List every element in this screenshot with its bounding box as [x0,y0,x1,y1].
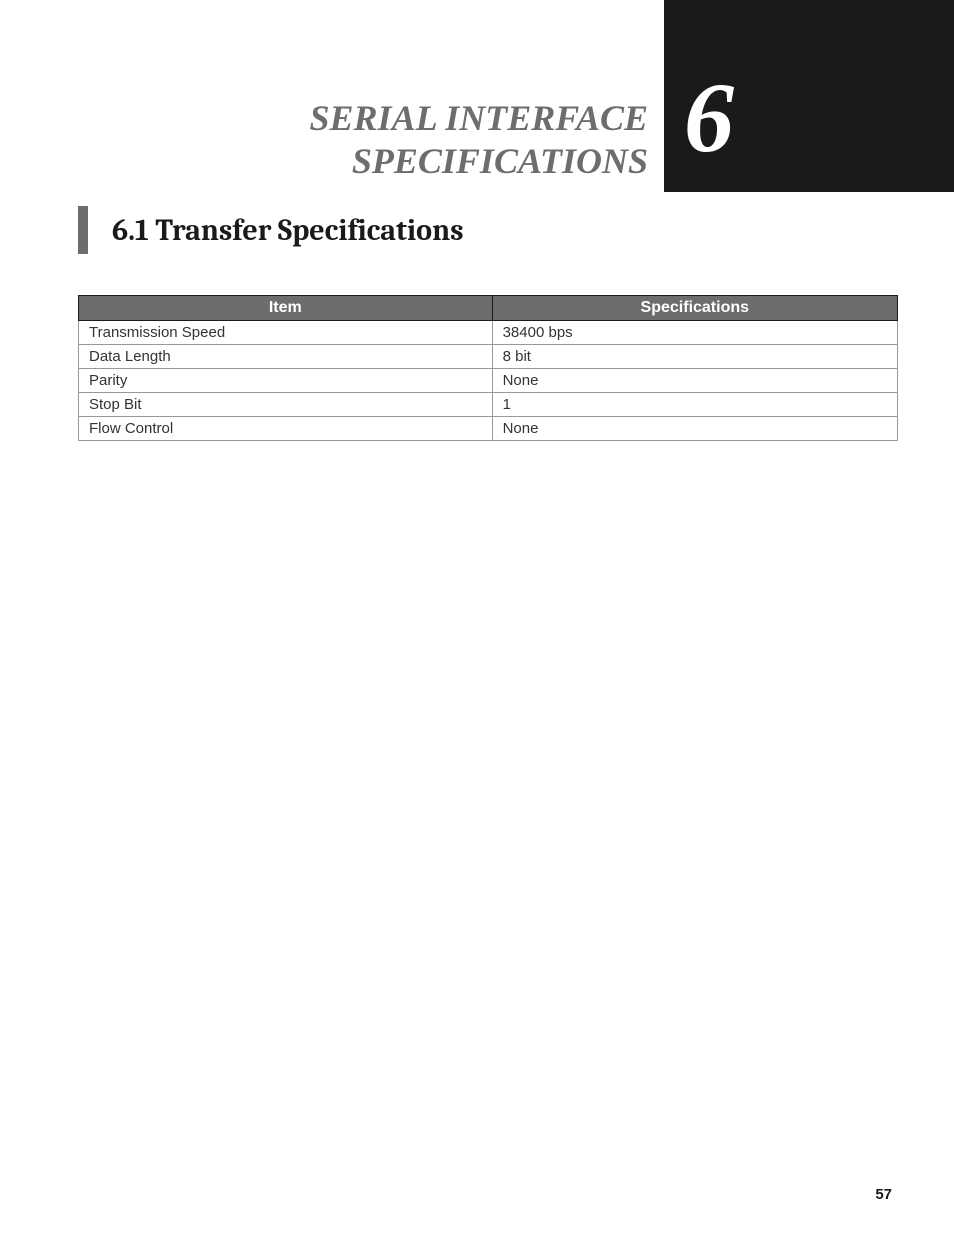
table-cell: Data Length [79,345,493,369]
table-header-item: Item [79,296,493,321]
table-header-row: Item Specifications [79,296,898,321]
section-accent-bar [78,206,88,254]
table-cell: 1 [492,393,897,417]
table-cell: None [492,417,897,441]
table-row: Stop Bit 1 [79,393,898,417]
table-cell: 38400 bps [492,321,897,345]
chapter-number: 6 [684,68,734,168]
table-cell: Flow Control [79,417,493,441]
chapter-title-line-1: SERIAL INTERFACE [310,97,648,140]
section-heading: 6.1 Transfer Specifications [112,213,464,248]
table-cell: 8 bit [492,345,897,369]
table-cell: None [492,369,897,393]
table-header-spec: Specifications [492,296,897,321]
table-row: Transmission Speed 38400 bps [79,321,898,345]
table-row: Data Length 8 bit [79,345,898,369]
chapter-title: SERIAL INTERFACE SPECIFICATIONS [310,97,648,183]
table-cell: Parity [79,369,493,393]
table-row: Parity None [79,369,898,393]
table-cell: Transmission Speed [79,321,493,345]
specifications-table: Item Specifications Transmission Speed 3… [78,295,898,441]
table-cell: Stop Bit [79,393,493,417]
table-row: Flow Control None [79,417,898,441]
chapter-title-line-2: SPECIFICATIONS [310,140,648,183]
page-number: 57 [875,1186,892,1203]
section-heading-wrap: 6.1 Transfer Specifications [78,206,464,254]
